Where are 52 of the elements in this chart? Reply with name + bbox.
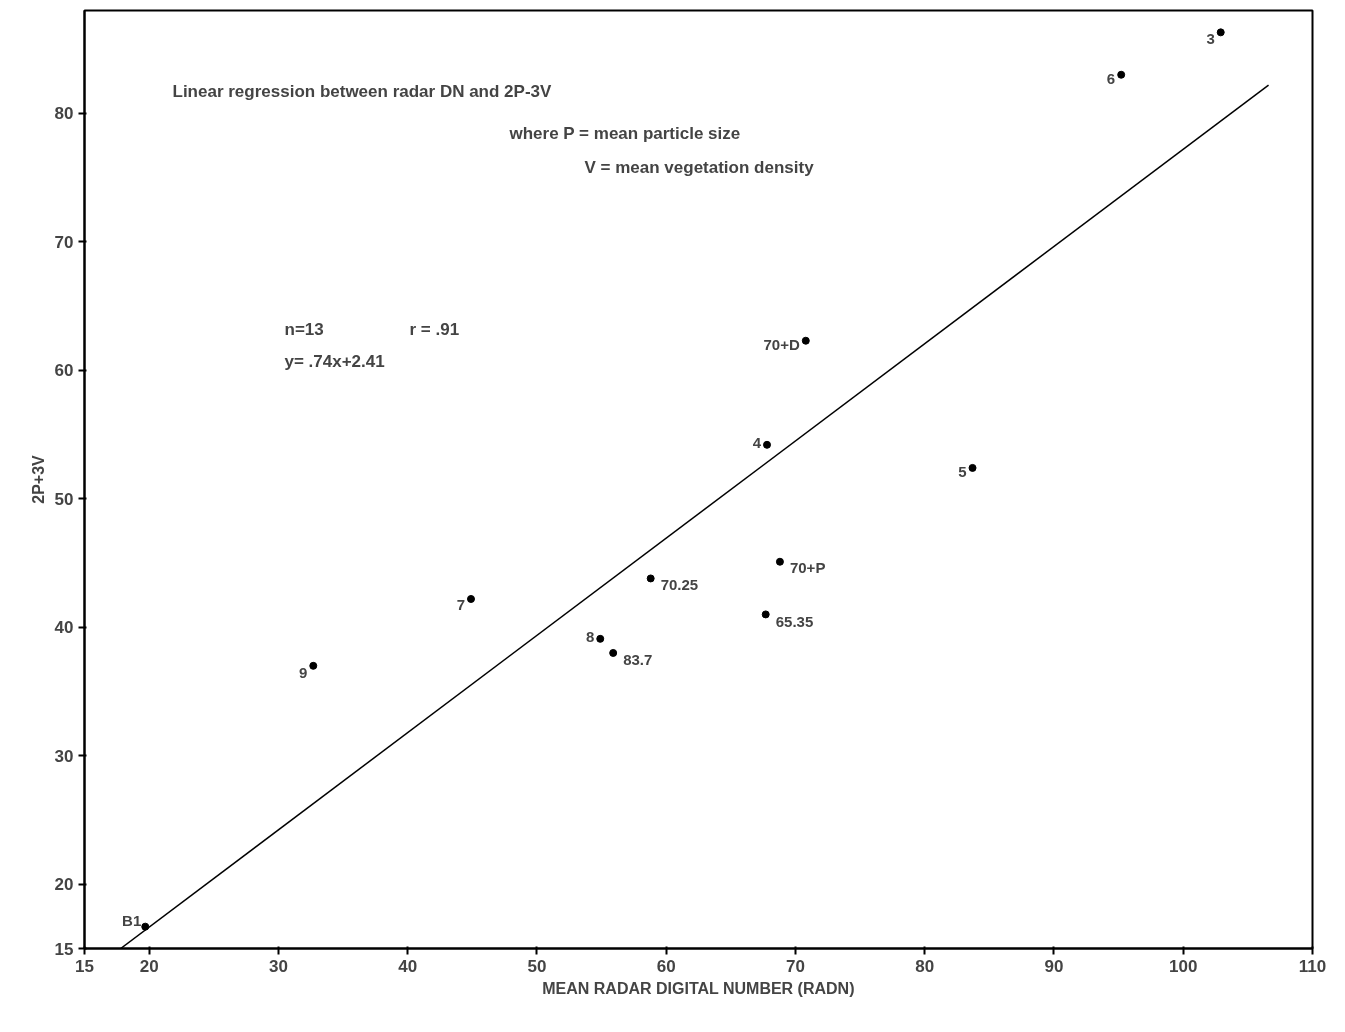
- annotation: 3: [1206, 30, 1215, 48]
- y-tick-label: 80: [54, 104, 74, 124]
- point: [596, 634, 605, 643]
- point: [1216, 28, 1225, 37]
- annotation: 70.25: [660, 576, 699, 594]
- annotation: 70+P: [789, 559, 826, 577]
- point: [761, 610, 770, 619]
- point: [309, 661, 318, 670]
- annotation: y= .74x+2.41: [284, 351, 385, 371]
- y-tick-label: 30: [54, 746, 74, 766]
- annotation: n=13: [284, 319, 324, 339]
- y-tick-label: 50: [54, 489, 74, 509]
- x-tick-label: 100: [1169, 956, 1198, 976]
- annotation: V = mean vegetation density: [584, 157, 815, 177]
- annotation: B1: [122, 912, 142, 930]
- annotation: 8: [585, 627, 595, 645]
- y-tick-label: 60: [54, 361, 74, 381]
- x-tick-label: 40: [398, 956, 418, 976]
- x-tick-label: 70: [785, 956, 805, 976]
- annotation: Linear regression between radar DN and 2P-3V: [172, 81, 553, 101]
- annotation: 5: [958, 462, 967, 480]
- point: [1117, 70, 1126, 79]
- x-tick-label: 30: [268, 956, 288, 976]
- annotation: 70+D: [763, 336, 800, 354]
- annotation: 83.7: [623, 650, 653, 668]
- y-tick-label: 20: [54, 875, 74, 895]
- point: [968, 463, 977, 472]
- x-tick-label: 80: [915, 956, 935, 976]
- y-tick-label: 15: [54, 939, 74, 959]
- point: [646, 574, 655, 583]
- x-tick-label: 60: [656, 956, 676, 976]
- x-tick-label: 20: [139, 956, 159, 976]
- annotation: 6: [1106, 69, 1116, 87]
- annotation: 7: [456, 596, 465, 613]
- point: [609, 648, 618, 657]
- x-tick-label: 15: [75, 956, 94, 976]
- x-axis-title: MEAN RADAR DIGITAL NUMBER (RADN): [542, 979, 855, 997]
- point: [467, 595, 475, 603]
- annotation: 4: [752, 433, 762, 451]
- annotation: where P = mean particle size: [508, 123, 741, 143]
- annotation: r = .91: [409, 319, 460, 339]
- annotation: 9: [298, 663, 308, 681]
- annotation: 65.35: [775, 613, 814, 631]
- y-axis-title: 2P+3V: [29, 454, 47, 504]
- x-tick-label: 90: [1044, 956, 1064, 976]
- y-tick-label: 70: [54, 232, 74, 252]
- point: [775, 557, 784, 566]
- point: [763, 440, 772, 449]
- point: [801, 336, 810, 345]
- y-tick-label: 40: [54, 618, 74, 638]
- x-tick-label: 110: [1298, 956, 1327, 976]
- x-tick-label: 50: [527, 956, 547, 976]
